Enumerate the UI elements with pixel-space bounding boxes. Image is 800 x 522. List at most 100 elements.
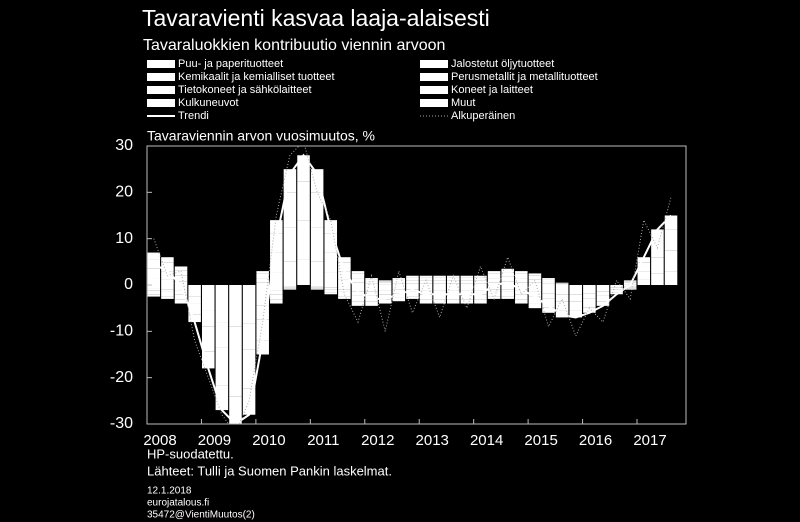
bar-segment	[460, 283, 474, 285]
bar-segment	[501, 272, 514, 277]
bar-segment	[365, 281, 378, 284]
bar-segment	[378, 284, 392, 285]
bar-segment	[338, 279, 351, 285]
bar-segment	[351, 285, 365, 292]
bar-segment	[419, 285, 433, 291]
bar-segment	[446, 290, 460, 295]
bar-segment	[270, 285, 283, 291]
bar-segment	[528, 273, 542, 276]
bar-segment	[583, 285, 596, 294]
bar-segment	[161, 285, 174, 290]
bar-segment	[174, 281, 188, 285]
bar-segment	[501, 296, 514, 299]
bar-segment	[324, 285, 338, 288]
bar-segment	[324, 289, 338, 293]
bar-segment	[283, 285, 297, 287]
bar-segment	[433, 294, 446, 300]
bar-segment	[406, 277, 419, 281]
y-tick-label: 30	[115, 137, 133, 154]
bar-segment	[651, 273, 664, 285]
bar-segment	[406, 291, 419, 297]
footer: eurojatalous.fi	[147, 498, 209, 509]
bar-segment	[474, 290, 487, 295]
bar-segment	[419, 283, 433, 285]
footer: 12.1.2018	[147, 486, 192, 497]
bar-segment	[365, 279, 378, 282]
bar-segment	[460, 280, 474, 284]
x-tick-label: 2009	[198, 432, 231, 449]
bar-segment	[651, 257, 664, 274]
bar-segment	[623, 286, 637, 288]
trend-line	[153, 153, 672, 424]
bar-segment	[365, 278, 378, 280]
legend-label: Trendi	[178, 110, 209, 122]
bar-segment	[351, 291, 365, 296]
legend-label: Tietokoneet ja sähkölaitteet	[178, 84, 312, 96]
bar-segment	[515, 271, 528, 274]
bar-segment	[378, 285, 392, 291]
bar-segment	[460, 277, 474, 281]
bar-segment	[174, 290, 188, 295]
bar-segment	[555, 283, 569, 284]
bar-segment	[419, 275, 433, 278]
bar-segment	[378, 299, 392, 304]
bar-segment	[310, 261, 324, 285]
bar-segment	[433, 275, 446, 278]
bar-segment	[623, 280, 637, 282]
bar-segment	[664, 271, 678, 285]
bar-segment	[338, 257, 351, 263]
legend-swatch	[420, 86, 448, 94]
bar-segment	[569, 285, 583, 295]
bar-segment	[310, 285, 324, 287]
bar-segment	[270, 299, 283, 304]
bar-segment	[542, 278, 555, 280]
bar-segment	[297, 259, 310, 285]
bar-segment	[392, 279, 406, 282]
bar-segment	[215, 285, 229, 323]
bar-segment	[637, 271, 651, 280]
bar-segment	[515, 278, 528, 283]
bar-segment	[256, 271, 269, 274]
y-tick-label: -20	[110, 369, 133, 386]
bar-segment	[188, 314, 201, 323]
x-tick-label: 2015	[524, 432, 557, 449]
bar-segment	[310, 287, 324, 289]
bar-segment	[596, 285, 610, 292]
bar-segment	[487, 296, 501, 299]
x-tick-label: 2014	[470, 432, 503, 449]
legend-swatch	[147, 73, 175, 81]
bar-segment	[174, 270, 188, 276]
bar-segment	[528, 296, 542, 304]
bar-segment	[555, 283, 569, 285]
bar-segment	[229, 354, 242, 397]
legend-label: Alkuperäinen	[451, 110, 515, 122]
bar-segment	[270, 290, 283, 295]
bar-segment	[256, 278, 269, 283]
bar-segment	[610, 289, 623, 293]
bar-segment	[378, 290, 392, 295]
bar-segment	[596, 291, 610, 296]
plot-area	[147, 146, 678, 424]
bar-segment	[596, 295, 610, 302]
bar-segment	[528, 282, 542, 285]
bar-segment	[147, 252, 161, 260]
bar-segment	[433, 283, 446, 285]
bar-segment	[610, 287, 623, 290]
bar-segment	[515, 299, 528, 304]
bar-segment	[446, 277, 460, 281]
bar-segment	[501, 285, 514, 290]
bar-segment	[365, 301, 378, 306]
bar-segment	[569, 301, 583, 311]
bar-segment	[242, 323, 256, 350]
bar-segment	[474, 299, 487, 304]
bar-segment	[460, 285, 474, 291]
bar-segment	[351, 273, 365, 279]
bar-segment	[378, 282, 392, 285]
bar-segment	[542, 281, 555, 284]
bar-segment	[338, 291, 351, 297]
footer: 35472@VientiMuutos(2)	[147, 510, 255, 521]
bar-segment	[392, 278, 406, 280]
bar-segment	[310, 288, 324, 290]
bar-segment	[174, 266, 188, 271]
